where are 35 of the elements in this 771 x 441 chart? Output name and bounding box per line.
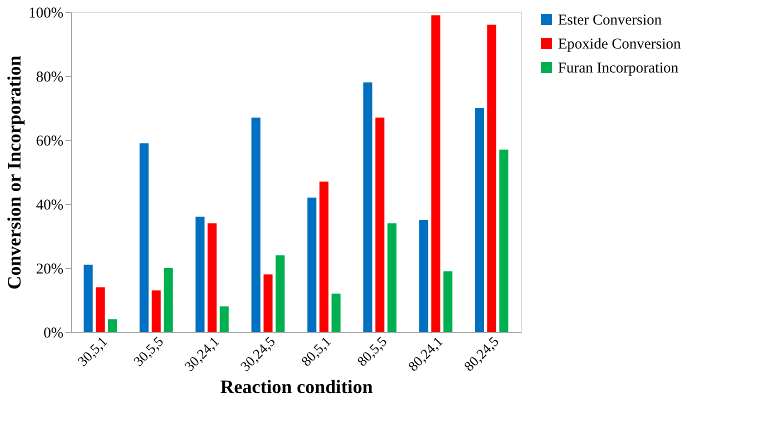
bar xyxy=(96,287,105,332)
bar xyxy=(363,82,372,332)
x-axis-title: Reaction condition xyxy=(220,377,374,398)
bar xyxy=(307,198,316,332)
y-tick-label: 60% xyxy=(36,134,64,150)
y-tick-label: 0% xyxy=(44,326,64,342)
y-tick-label: 80% xyxy=(36,70,64,86)
bar xyxy=(108,319,117,332)
bar xyxy=(443,271,452,332)
bar xyxy=(251,118,260,332)
y-tick-label: 40% xyxy=(36,198,64,214)
bar xyxy=(208,223,217,332)
legend-label: Ester Conversion xyxy=(558,12,662,28)
bar xyxy=(419,220,428,332)
y-tick-label: 20% xyxy=(36,262,64,278)
legend-label: Furan Incorporation xyxy=(558,60,679,76)
bar xyxy=(276,255,285,332)
bar xyxy=(499,150,508,332)
bar xyxy=(164,268,173,332)
bar xyxy=(487,24,496,332)
y-axis-title: Conversion or Incorporation xyxy=(4,55,26,290)
bar xyxy=(196,216,205,332)
bar xyxy=(375,118,384,332)
bar xyxy=(431,15,440,332)
legend-label: Epoxide Conversion xyxy=(558,36,682,52)
y-tick-label: 100% xyxy=(28,6,64,22)
bar xyxy=(475,108,484,332)
bar xyxy=(84,264,93,332)
bar xyxy=(264,274,273,332)
bar xyxy=(332,294,341,332)
bar xyxy=(220,306,229,332)
bar xyxy=(152,290,161,332)
bar xyxy=(140,143,149,332)
bar xyxy=(387,223,396,332)
bar xyxy=(319,182,328,332)
